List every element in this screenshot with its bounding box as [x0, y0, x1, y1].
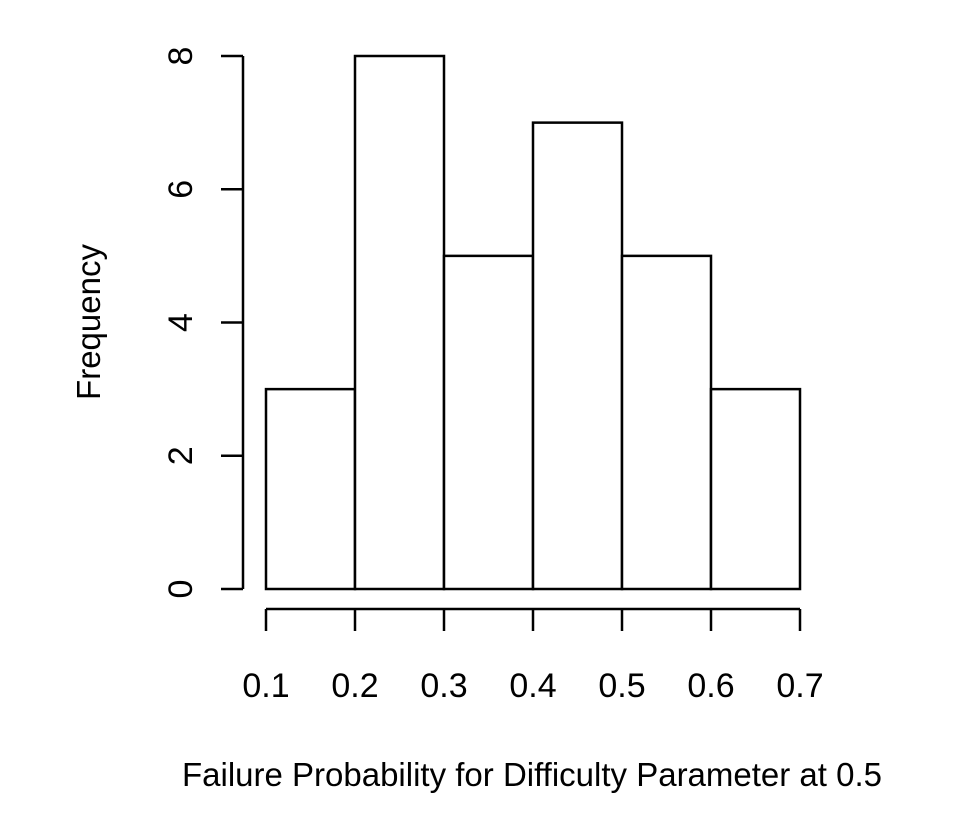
y-tick-label: 4 — [162, 313, 200, 332]
x-tick-label: 0.4 — [509, 667, 556, 705]
histogram-bar — [620, 254, 713, 591]
histogram-bars — [264, 54, 802, 591]
x-tick-label: 0.6 — [687, 667, 734, 705]
histogram-bar — [353, 54, 446, 591]
y-tick-label: 2 — [162, 446, 200, 465]
x-axis-title: Failure Probability for Difficulty Param… — [182, 756, 882, 793]
x-tick-label: 0.1 — [242, 667, 289, 705]
x-tick-label: 0.5 — [598, 667, 645, 705]
x-tick-label: 0.3 — [420, 667, 467, 705]
x-tick-label: 0.7 — [776, 667, 823, 705]
histogram-bar — [264, 387, 357, 591]
histogram-bar — [709, 387, 802, 591]
histogram-bar — [531, 121, 624, 591]
y-axis-title: Frequency — [70, 244, 107, 400]
y-axis: 0 2 4 6 8 — [162, 47, 245, 599]
histogram-bar — [442, 254, 535, 591]
y-tick-label: 0 — [162, 580, 200, 599]
y-tick-label: 6 — [162, 180, 200, 199]
y-tick-label: 8 — [162, 47, 200, 66]
x-tick-label: 0.2 — [331, 667, 378, 705]
x-axis: 0.1 0.2 0.3 0.4 0.5 0.6 0.7 — [242, 607, 824, 705]
